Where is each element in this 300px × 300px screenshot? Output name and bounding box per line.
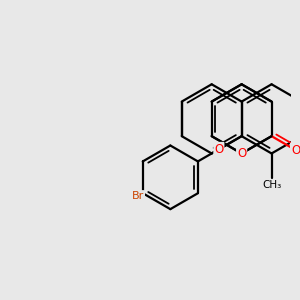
Text: Br: Br xyxy=(132,191,144,201)
Text: O: O xyxy=(291,143,300,157)
Text: CH₃: CH₃ xyxy=(262,180,281,190)
Text: O: O xyxy=(214,143,224,156)
Text: O: O xyxy=(237,147,246,160)
